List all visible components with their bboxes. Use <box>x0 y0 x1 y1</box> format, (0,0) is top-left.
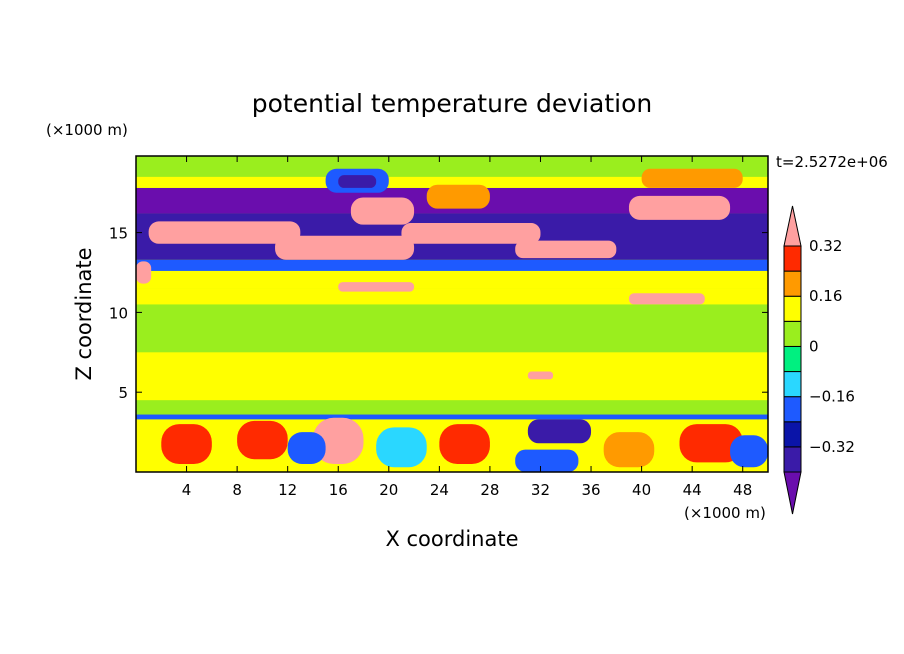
x-tick-label: 16 <box>329 481 348 499</box>
contour-field <box>136 156 768 472</box>
x-tick-label: 28 <box>480 481 499 499</box>
colorbar-box-6 <box>783 295 802 322</box>
contour-region-9 <box>136 176 768 188</box>
colorbar-label: −0.16 <box>809 388 855 406</box>
y-tick-label: 5 <box>118 384 128 402</box>
x-tick-label: 36 <box>581 481 600 499</box>
contour-region-19 <box>426 184 490 209</box>
colorbar-label: 0 <box>809 337 819 355</box>
colorbar-label: 0.32 <box>809 237 842 255</box>
contour-region-12 <box>275 235 415 260</box>
contour-region-11 <box>148 221 301 244</box>
contour-region-28 <box>237 420 288 460</box>
contour-region-34 <box>287 432 326 465</box>
colorbar-box-8 <box>783 245 802 272</box>
x-tick-label: 32 <box>531 481 550 499</box>
contour-region-20 <box>641 168 743 188</box>
contour-region-13 <box>401 223 541 244</box>
x-tick-label: 4 <box>182 481 192 499</box>
colorbar-box-7 <box>783 270 802 297</box>
contour-region-4 <box>136 414 768 420</box>
contour-region-27 <box>161 424 212 465</box>
colorbar-box-4 <box>783 345 802 373</box>
x-axis-unit-label: (×1000 m) <box>684 504 766 522</box>
contour-region-14 <box>515 240 617 259</box>
x-axis-label: X coordinate <box>385 527 518 551</box>
contour-region-10 <box>136 156 768 177</box>
colorbar-max-arrow <box>783 205 802 247</box>
colorbar-box-0 <box>783 446 802 473</box>
contour-region-6 <box>136 259 768 271</box>
contour-region-16 <box>350 197 415 225</box>
y-tick-label: 10 <box>109 304 128 322</box>
colorbar-box-5 <box>783 320 802 347</box>
colorbar: 0.32 0.16 0 −0.16 −0.32 <box>783 205 855 515</box>
contour-region-15 <box>628 195 731 220</box>
contour-region-29 <box>312 417 364 465</box>
contour-region-2 <box>136 304 768 353</box>
chart-title: potential temperature deviation <box>252 89 652 118</box>
x-tick-label: 24 <box>430 481 449 499</box>
x-tick-label: 44 <box>683 481 702 499</box>
y-tick-label: 15 <box>109 225 128 243</box>
y-axis-ticks: 5 10 15 <box>109 225 768 402</box>
x-tick-label: 20 <box>379 481 398 499</box>
contour-region-35 <box>730 435 768 468</box>
contour-region-18 <box>338 175 377 188</box>
time-label: t=2.5272e+06 <box>776 153 888 171</box>
contour-region-30 <box>376 427 427 468</box>
x-tick-label: 8 <box>232 481 242 499</box>
contour-region-31 <box>439 424 490 465</box>
contour-region-22 <box>338 282 415 292</box>
colorbar-label: −0.32 <box>809 438 855 456</box>
x-axis-ticks: 4 8 12 16 20 24 28 32 36 40 44 48 <box>182 156 752 499</box>
contour-region-33 <box>679 424 743 463</box>
colorbar-min-arrow <box>783 471 802 515</box>
contour-region-25 <box>527 419 592 444</box>
x-tick-label: 48 <box>733 481 752 499</box>
colorbar-box-2 <box>783 396 802 423</box>
colorbar-box-3 <box>783 371 802 398</box>
contour-region-26 <box>515 449 579 472</box>
x-tick-label: 40 <box>632 481 651 499</box>
x-tick-label: 12 <box>278 481 297 499</box>
contour-region-5 <box>136 270 768 289</box>
colorbar-box-1 <box>783 421 802 448</box>
y-axis-unit-label: (×1000 m) <box>46 121 128 139</box>
contour-region-24 <box>527 371 554 380</box>
contour-region-32 <box>603 432 655 468</box>
contour-region-23 <box>628 293 705 305</box>
y-axis-label: Z coordinate <box>72 247 96 380</box>
colorbar-label: 0.16 <box>809 287 842 305</box>
plot-frame <box>135 155 769 473</box>
contour-region-21 <box>136 261 152 284</box>
